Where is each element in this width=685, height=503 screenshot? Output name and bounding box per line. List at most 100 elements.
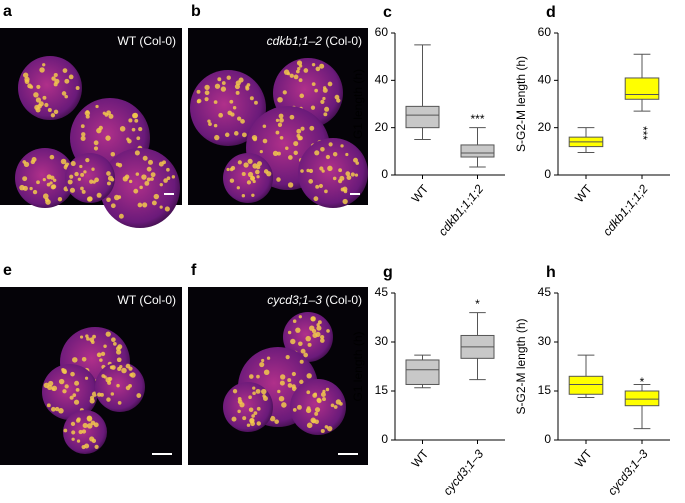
nucleus (196, 89, 201, 94)
nucleus (313, 196, 319, 202)
nucleus (42, 193, 49, 200)
nucleus (316, 398, 322, 404)
nucleus (325, 387, 330, 392)
nucleus (253, 411, 258, 415)
nucleus (207, 119, 211, 123)
nucleus (235, 80, 241, 86)
nucleus (287, 378, 292, 383)
nucleus (129, 179, 133, 184)
nucleus (103, 375, 107, 379)
nucleus (247, 158, 253, 164)
nucleus (327, 165, 333, 172)
nucleus (277, 96, 283, 103)
nucleus (316, 325, 322, 331)
nucleus (208, 122, 212, 127)
nucleus (289, 73, 294, 78)
nucleus (119, 364, 123, 369)
panel-label: a (3, 3, 12, 20)
nucleus (246, 423, 251, 427)
nucleus (314, 88, 318, 93)
nucleus (297, 67, 301, 71)
nucleus (263, 369, 270, 376)
nucleus (90, 340, 95, 344)
cell-cluster (42, 364, 98, 420)
nucleus (296, 128, 302, 134)
nucleus (106, 171, 111, 176)
nucleus (84, 110, 91, 116)
nucleus (350, 172, 355, 177)
nucleus (62, 389, 67, 394)
nucleus (213, 123, 218, 128)
nucleus (93, 422, 99, 428)
nucleus (291, 386, 297, 392)
nucleus (246, 180, 252, 185)
nucleus (69, 187, 76, 193)
y-tick-label: 30 (538, 334, 552, 348)
y-tick-label: 20 (375, 120, 389, 134)
nucleus (79, 335, 84, 339)
nucleus (214, 83, 221, 89)
nucleus (254, 100, 258, 105)
nucleus (229, 178, 235, 183)
nucleus (241, 132, 247, 138)
nucleus (305, 335, 311, 342)
nucleus (36, 180, 40, 185)
significance: * (640, 375, 645, 389)
nucleus (91, 167, 95, 171)
nucleus (81, 429, 87, 434)
nucleus (53, 109, 59, 115)
nucleus (133, 188, 139, 194)
nucleus (81, 189, 86, 194)
nucleus (307, 342, 312, 347)
nucleus (300, 126, 305, 131)
nucleus (292, 319, 297, 323)
nucleus (32, 189, 38, 195)
y-tick-label: 45 (375, 285, 389, 299)
nucleus (75, 387, 80, 392)
nucleus (58, 378, 65, 385)
nucleus (110, 365, 116, 370)
nucleus (136, 393, 142, 398)
nucleus (72, 393, 77, 397)
nucleus (93, 146, 99, 151)
nucleus (76, 439, 81, 443)
nucleus (299, 359, 304, 364)
nucleus (159, 182, 163, 187)
nucleus (306, 422, 313, 429)
nucleus (74, 171, 79, 177)
nucleus (256, 406, 261, 411)
nucleus (166, 176, 171, 181)
nucleus (45, 199, 51, 205)
nucleus (336, 98, 341, 103)
nucleus (320, 392, 326, 397)
nucleus (292, 408, 297, 412)
nucleus (334, 94, 340, 100)
cell-cluster (298, 138, 368, 208)
nucleus (43, 382, 50, 389)
nucleus (293, 150, 298, 156)
box (624, 390, 660, 407)
nucleus (150, 172, 156, 178)
nucleus (92, 180, 96, 184)
nucleus (296, 69, 300, 74)
nucleus (313, 392, 317, 396)
nucleus (107, 380, 112, 385)
nucleus (60, 158, 67, 165)
cell-cluster (290, 379, 346, 435)
nucleus (310, 105, 316, 110)
nucleus (266, 356, 271, 360)
nucleus (325, 154, 331, 160)
nucleus (224, 132, 230, 138)
nucleus (280, 374, 286, 380)
nucleus (95, 104, 99, 109)
nucleus (115, 162, 120, 167)
x-tick-label: WT (409, 181, 432, 205)
nucleus (232, 106, 237, 110)
nucleus (279, 380, 285, 386)
nucleus (48, 380, 54, 387)
nucleus (71, 430, 76, 435)
nucleus (311, 82, 316, 87)
nucleus (247, 171, 254, 178)
nucleus (354, 173, 359, 177)
nucleus (51, 76, 56, 81)
